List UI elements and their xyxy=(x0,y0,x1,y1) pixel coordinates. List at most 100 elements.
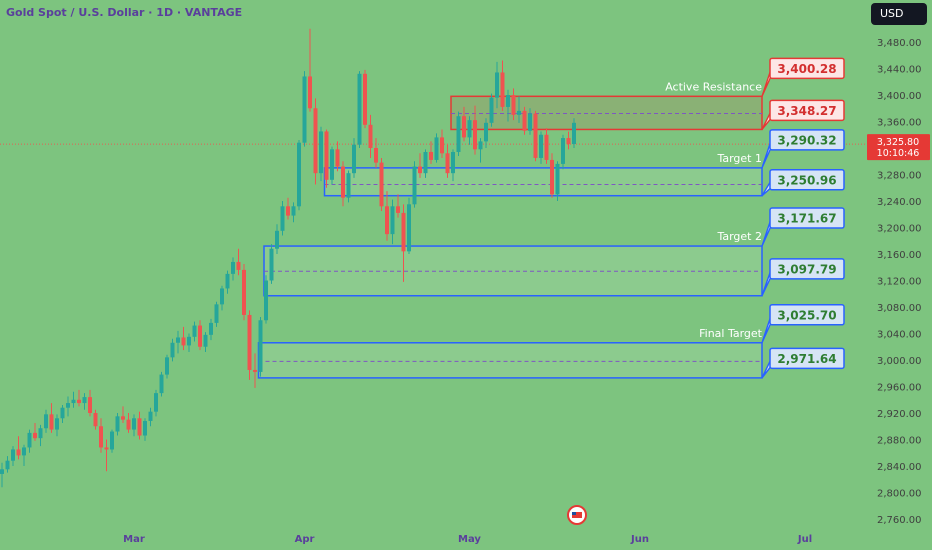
candle-body xyxy=(489,97,494,123)
candle-body xyxy=(170,342,175,358)
candle-body xyxy=(280,206,285,231)
candle-body xyxy=(506,95,510,107)
x-tick-label: Jul xyxy=(797,534,812,545)
candle-body xyxy=(220,288,224,305)
candle-body xyxy=(467,120,472,138)
candle-body xyxy=(209,322,213,335)
candle-body xyxy=(528,113,532,131)
zone-bottom-price-label: 3,348.27 xyxy=(777,104,836,118)
candle-body xyxy=(484,122,488,142)
candle-body xyxy=(214,304,219,323)
price-label-box xyxy=(769,169,845,191)
y-tick-label: 3,240.00 xyxy=(877,197,922,208)
candle-body xyxy=(407,204,411,252)
candle-body xyxy=(181,337,186,346)
y-tick-label: 2,880.00 xyxy=(877,436,922,447)
x-tick-label: Jun xyxy=(630,534,649,545)
candle-body xyxy=(390,206,395,235)
candle-body xyxy=(44,414,48,429)
price-label-box xyxy=(769,129,845,151)
candle-body xyxy=(88,397,92,413)
candle-body xyxy=(49,414,54,430)
candle-body xyxy=(555,163,560,195)
candle-body xyxy=(418,166,422,174)
candle-body xyxy=(396,206,400,213)
candle-body xyxy=(104,447,109,450)
y-tick-label: 3,400.00 xyxy=(877,91,922,102)
candle-body xyxy=(462,116,466,138)
candle-body xyxy=(429,151,433,160)
candle-body xyxy=(71,399,76,404)
candle-body xyxy=(385,206,389,235)
candle-body xyxy=(0,469,4,474)
y-tick-label: 3,440.00 xyxy=(877,65,922,76)
zone-name-label: Active Resistance xyxy=(665,80,762,93)
candle-body xyxy=(451,151,455,174)
candle-body xyxy=(225,273,230,289)
candle-body xyxy=(198,325,202,347)
candle-body xyxy=(132,418,136,430)
candle-body xyxy=(126,419,131,430)
zone-box xyxy=(323,167,763,197)
candle-body xyxy=(500,72,505,107)
candle-body xyxy=(335,149,340,167)
y-tick-label: 3,280.00 xyxy=(877,171,922,182)
candle-body xyxy=(27,432,32,448)
candle-body xyxy=(93,413,98,427)
candle-body xyxy=(319,131,323,174)
price-label-box xyxy=(769,207,845,229)
candle-body xyxy=(522,110,527,131)
candle-body xyxy=(154,393,158,412)
price-label-box xyxy=(769,99,845,122)
y-tick-label: 2,760.00 xyxy=(877,515,922,526)
y-tick-label: 3,080.00 xyxy=(877,303,922,314)
zone-top-price-label: 3,290.32 xyxy=(777,133,836,147)
candle-body xyxy=(33,432,37,439)
candle-body xyxy=(473,120,477,150)
candle-body xyxy=(412,166,417,205)
candle-body xyxy=(478,141,483,150)
candle-body xyxy=(297,142,301,207)
candle-body xyxy=(324,131,329,180)
candle-body xyxy=(286,206,290,216)
candle-body xyxy=(236,261,241,270)
candle-body xyxy=(253,369,257,372)
candle-body xyxy=(368,124,373,148)
x-tick-label: Apr xyxy=(295,534,315,545)
candle-body xyxy=(55,418,59,430)
candle-body xyxy=(445,153,450,174)
zone-name-label: Target 1 xyxy=(716,152,762,165)
zone-top-price-label: 3,171.67 xyxy=(777,212,836,226)
candle-body xyxy=(291,206,296,216)
candle-body xyxy=(16,449,21,456)
zone-top-price-label: 3,400.28 xyxy=(777,62,836,76)
x-tick-label: May xyxy=(458,534,481,545)
zone-top-price-label: 3,025.70 xyxy=(777,308,836,322)
candle-body xyxy=(302,76,307,143)
candle-body xyxy=(423,151,428,174)
flag-stripe-icon xyxy=(572,512,582,518)
candle-body xyxy=(363,73,367,125)
candle-body xyxy=(242,269,246,315)
bar-countdown: 10:10:46 xyxy=(877,148,920,159)
candle-body xyxy=(539,134,543,158)
candle-body xyxy=(203,334,208,347)
candle-body xyxy=(99,426,103,448)
candle-body xyxy=(165,357,169,375)
y-tick-label: 2,920.00 xyxy=(877,409,922,420)
price-axis[interactable] xyxy=(866,0,932,550)
candle-body xyxy=(269,248,274,281)
currency-button[interactable]: USD xyxy=(871,3,927,25)
candle-body xyxy=(517,110,521,115)
candle-body xyxy=(176,337,180,343)
candle-body xyxy=(434,137,439,160)
candle-body xyxy=(495,72,499,98)
zone-bottom-price-label: 3,097.79 xyxy=(777,262,836,276)
candle-body xyxy=(550,159,554,195)
candle-body xyxy=(533,113,538,158)
candle-body xyxy=(82,397,87,404)
zone-bottom-price-label: 3,250.96 xyxy=(777,173,836,187)
candle-body xyxy=(308,76,312,109)
candle-body xyxy=(566,138,571,145)
